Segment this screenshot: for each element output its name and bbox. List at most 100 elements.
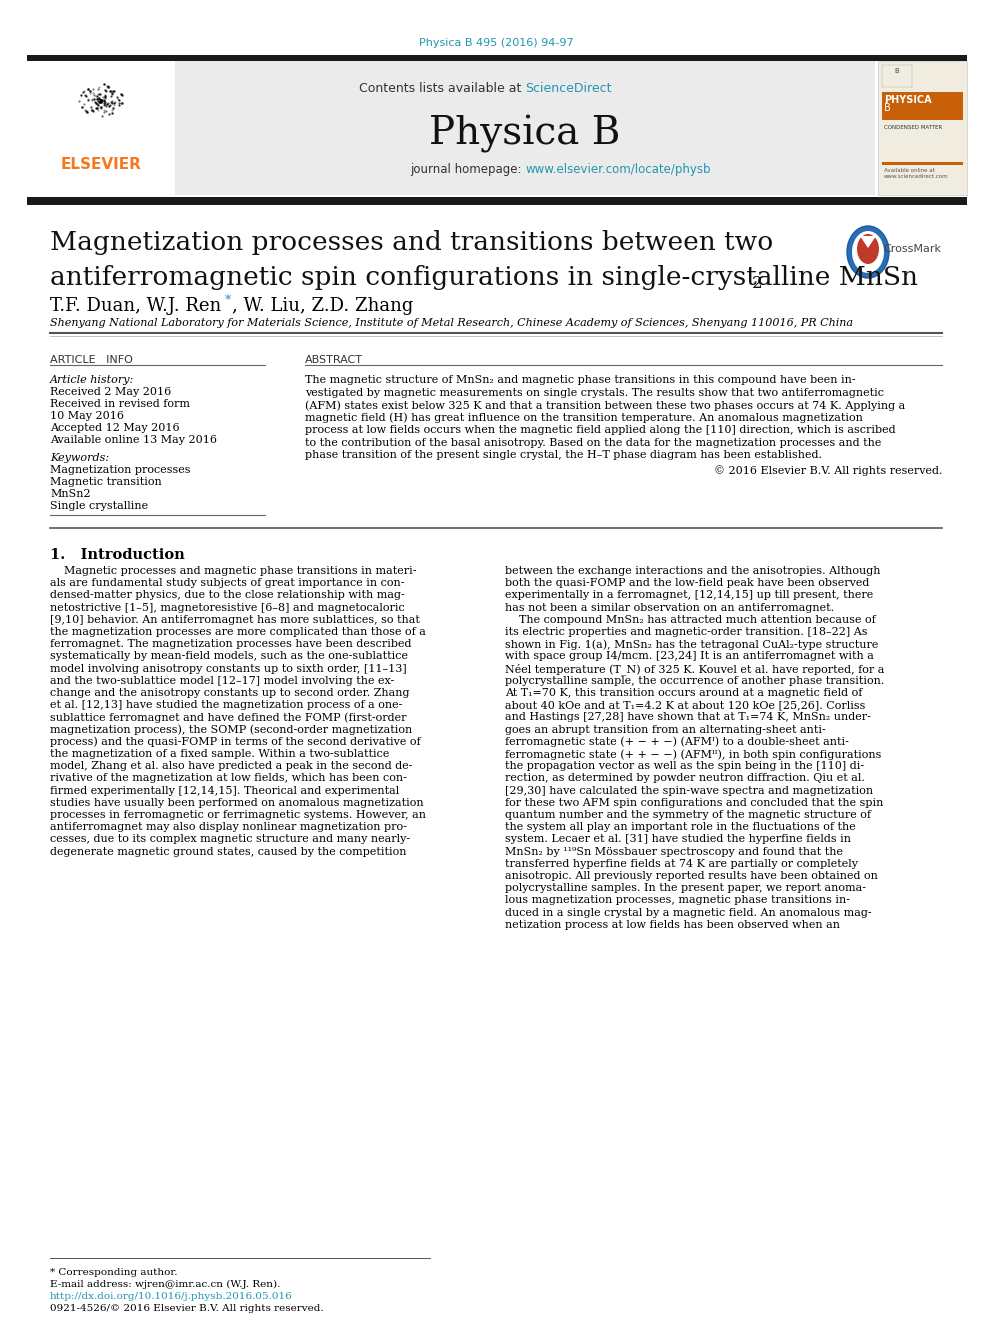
Text: [29,30] have calculated the spin-wave spectra and magnetization: [29,30] have calculated the spin-wave sp…	[505, 786, 873, 795]
Text: lous magnetization processes, magnetic phase transitions in-: lous magnetization processes, magnetic p…	[505, 896, 850, 905]
Text: PHYSICA: PHYSICA	[884, 95, 931, 105]
Bar	[27, 61, 175, 194]
Text: change and the anisotropy constants up to second order. Zhang: change and the anisotropy constants up t…	[50, 688, 410, 699]
Text: quantum number and the symmetry of the magnetic structure of: quantum number and the symmetry of the m…	[505, 810, 871, 820]
Text: 10 May 2016: 10 May 2016	[50, 411, 124, 421]
Text: has not been a similar observation on an antiferromagnet.: has not been a similar observation on an…	[505, 602, 834, 613]
Text: rection, as determined by powder neutron diffraction. Qiu et al.: rection, as determined by powder neutron…	[505, 774, 865, 783]
Text: for these two AFM spin configurations and concluded that the spin: for these two AFM spin configurations an…	[505, 798, 883, 808]
Text: ferromagnet. The magnetization processes have been described: ferromagnet. The magnetization processes…	[50, 639, 412, 650]
Text: transferred hyperfine fields at 74 K are partially or completely: transferred hyperfine fields at 74 K are…	[505, 859, 858, 869]
Text: and the two-sublattice model [12–17] model involving the ex-: and the two-sublattice model [12–17] mod…	[50, 676, 394, 685]
Bar	[27, 56, 967, 61]
Text: *: *	[225, 294, 231, 307]
Text: the magnetization of a fixed sample. Within a two-sublattice: the magnetization of a fixed sample. Wit…	[50, 749, 390, 759]
Text: system. Lecaer et al. [31] have studied the hyperfine fields in: system. Lecaer et al. [31] have studied …	[505, 835, 851, 844]
Text: The compound MnSn₂ has attracted much attention because of: The compound MnSn₂ has attracted much at…	[505, 615, 876, 624]
Text: ELSEVIER: ELSEVIER	[61, 157, 142, 172]
Text: als are fundamental study subjects of great importance in con-: als are fundamental study subjects of gr…	[50, 578, 405, 589]
Text: polycrystalline sample, the occurrence of another phase transition.: polycrystalline sample, the occurrence o…	[505, 676, 885, 685]
Text: Accepted 12 May 2016: Accepted 12 May 2016	[50, 423, 180, 433]
Text: studies have usually been performed on anomalous magnetization: studies have usually been performed on a…	[50, 798, 424, 808]
Text: process at low fields occurs when the magnetic field applied along the [110] dir: process at low fields occurs when the ma…	[305, 425, 896, 435]
Text: both the quasi-FOMP and the low-field peak have been observed: both the quasi-FOMP and the low-field pe…	[505, 578, 869, 589]
Bar	[878, 61, 967, 194]
Text: magnetic field (H) has great influence on the transition temperature. An anomalo: magnetic field (H) has great influence o…	[305, 413, 863, 423]
Text: experimentally in a ferromagnet, [12,14,15] up till present, there: experimentally in a ferromagnet, [12,14,…	[505, 590, 873, 601]
Text: www.elsevier.com/locate/physb: www.elsevier.com/locate/physb	[525, 163, 710, 176]
Text: to the contribution of the basal anisotropy. Based on the data for the magnetiza: to the contribution of the basal anisotr…	[305, 438, 881, 447]
Ellipse shape	[852, 232, 884, 273]
Text: rivative of the magnetization at low fields, which has been con-: rivative of the magnetization at low fie…	[50, 774, 407, 783]
Text: Contents lists available at: Contents lists available at	[359, 82, 525, 95]
Text: B: B	[895, 67, 900, 74]
Text: Available online at: Available online at	[884, 168, 934, 173]
Text: antiferromagnet may also display nonlinear magnetization pro-: antiferromagnet may also display nonline…	[50, 822, 407, 832]
Bar	[175, 61, 875, 194]
Text: magnetization process), the SOMP (second-order magnetization: magnetization process), the SOMP (second…	[50, 725, 413, 736]
Text: 2: 2	[752, 275, 763, 292]
Text: 1.   Introduction: 1. Introduction	[50, 548, 185, 562]
Text: Keywords:: Keywords:	[50, 452, 109, 463]
Text: Physica B 495 (2016) 94-97: Physica B 495 (2016) 94-97	[419, 38, 573, 48]
Text: goes an abrupt transition from an alternating-sheet anti-: goes an abrupt transition from an altern…	[505, 725, 825, 734]
Text: et al. [12,13] have studied the magnetization process of a one-: et al. [12,13] have studied the magnetiz…	[50, 700, 403, 710]
Text: E-mail address: wjren@imr.ac.cn (W.J. Ren).: E-mail address: wjren@imr.ac.cn (W.J. Re…	[50, 1279, 281, 1289]
Text: Magnetization processes and transitions between two: Magnetization processes and transitions …	[50, 230, 773, 255]
Text: ARTICLE   INFO: ARTICLE INFO	[50, 355, 133, 365]
Text: Magnetic transition: Magnetic transition	[50, 478, 162, 487]
Text: T.F. Duan, W.J. Ren: T.F. Duan, W.J. Ren	[50, 296, 221, 315]
Text: ferromagnetic state (+ + − −) (AFMᴵᴵ), in both spin configurations: ferromagnetic state (+ + − −) (AFMᴵᴵ), i…	[505, 749, 881, 759]
Text: about 40 kOe and at T₁=4.2 K at about 120 kOe [25,26]. Corliss: about 40 kOe and at T₁=4.2 K at about 12…	[505, 700, 865, 710]
Text: * Corresponding author.: * Corresponding author.	[50, 1267, 178, 1277]
Text: journal homepage:: journal homepage:	[410, 163, 525, 176]
Text: model, Zhang et al. also have predicted a peak in the second de-: model, Zhang et al. also have predicted …	[50, 761, 413, 771]
Text: its electric properties and magnetic-order transition. [18–22] As: its electric properties and magnetic-ord…	[505, 627, 867, 636]
Text: CrossMark: CrossMark	[883, 243, 941, 254]
Text: systematically by mean-field models, such as the one-sublattice: systematically by mean-field models, suc…	[50, 651, 408, 662]
Text: Magnetization processes: Magnetization processes	[50, 464, 190, 475]
Text: [9,10] behavior. An antiferromagnet has more sublattices, so that: [9,10] behavior. An antiferromagnet has …	[50, 615, 420, 624]
Text: (AFM) states exist below 325 K and that a transition between these two phases oc: (AFM) states exist below 325 K and that …	[305, 400, 906, 410]
Text: the magnetization processes are more complicated than those of a: the magnetization processes are more com…	[50, 627, 426, 636]
Bar	[882, 65, 912, 87]
Text: and Hastings [27,28] have shown that at T₁=74 K, MnSn₂ under-: and Hastings [27,28] have shown that at …	[505, 712, 871, 722]
Text: ScienceDirect: ScienceDirect	[525, 82, 611, 95]
Text: processes in ferromagnetic or ferrimagnetic systems. However, an: processes in ferromagnetic or ferrimagne…	[50, 810, 426, 820]
Text: polycrystalline samples. In the present paper, we report anoma-: polycrystalline samples. In the present …	[505, 884, 866, 893]
Text: 0921-4526/© 2016 Elsevier B.V. All rights reserved.: 0921-4526/© 2016 Elsevier B.V. All right…	[50, 1304, 323, 1312]
Text: B: B	[884, 103, 891, 112]
Text: process) and the quasi-FOMP in terms of the second derivative of: process) and the quasi-FOMP in terms of …	[50, 737, 421, 747]
Text: firmed experimentally [12,14,15]. Theorical and experimental: firmed experimentally [12,14,15]. Theori…	[50, 786, 399, 795]
Text: MnSn₂ by ¹¹⁹Sn Mössbauer spectroscopy and found that the: MnSn₂ by ¹¹⁹Sn Mössbauer spectroscopy an…	[505, 847, 843, 856]
Text: At T₁=70 K, this transition occurs around at a magnetic field of: At T₁=70 K, this transition occurs aroun…	[505, 688, 862, 699]
Text: vestigated by magnetic measurements on single crystals. The results show that tw: vestigated by magnetic measurements on s…	[305, 388, 884, 397]
Text: Physica B: Physica B	[430, 115, 621, 153]
Text: © 2016 Elsevier B.V. All rights reserved.: © 2016 Elsevier B.V. All rights reserved…	[713, 466, 942, 476]
Text: http://dx.doi.org/10.1016/j.physb.2016.05.016: http://dx.doi.org/10.1016/j.physb.2016.0…	[50, 1293, 293, 1301]
Text: degenerate magnetic ground states, caused by the competition: degenerate magnetic ground states, cause…	[50, 847, 407, 856]
Polygon shape	[860, 235, 876, 247]
Text: with space group I4/mcm. [23,24] It is an antiferromagnet with a: with space group I4/mcm. [23,24] It is a…	[505, 651, 874, 662]
Text: Néel temperature (T_N) of 325 K. Kouvel et al. have reported, for a: Néel temperature (T_N) of 325 K. Kouvel …	[505, 664, 885, 675]
Text: www.sciencedirect.com: www.sciencedirect.com	[884, 175, 948, 179]
Text: Magnetic processes and magnetic phase transitions in materi-: Magnetic processes and magnetic phase tr…	[50, 566, 417, 576]
Text: The magnetic structure of MnSn₂ and magnetic phase transitions in this compound : The magnetic structure of MnSn₂ and magn…	[305, 374, 856, 385]
Text: Available online 13 May 2016: Available online 13 May 2016	[50, 435, 217, 445]
Text: Shenyang National Laboratory for Materials Science, Institute of Metal Research,: Shenyang National Laboratory for Materia…	[50, 318, 853, 328]
Text: antiferromagnetic spin configurations in single-crystalline MnSn: antiferromagnetic spin configurations in…	[50, 265, 918, 290]
Text: Single crystalline: Single crystalline	[50, 501, 148, 511]
Bar	[882, 93, 963, 120]
Text: ABSTRACT: ABSTRACT	[305, 355, 363, 365]
Text: the system all play an important role in the fluctuations of the: the system all play an important role in…	[505, 822, 856, 832]
Text: phase transition of the present single crystal, the H–T phase diagram has been e: phase transition of the present single c…	[305, 450, 822, 460]
Text: Received 2 May 2016: Received 2 May 2016	[50, 388, 172, 397]
Text: netostrictive [1–5], magnetoresistive [6–8] and magnetocaloric: netostrictive [1–5], magnetoresistive [6…	[50, 602, 405, 613]
Text: cesses, due to its complex magnetic structure and many nearly-: cesses, due to its complex magnetic stru…	[50, 835, 410, 844]
Ellipse shape	[857, 234, 879, 265]
Ellipse shape	[847, 226, 889, 278]
Text: , W. Liu, Z.D. Zhang: , W. Liu, Z.D. Zhang	[232, 296, 414, 315]
Text: between the exchange interactions and the anisotropies. Although: between the exchange interactions and th…	[505, 566, 881, 576]
Text: Received in revised form: Received in revised form	[50, 400, 190, 409]
Text: densed-matter physics, due to the close relationship with mag-: densed-matter physics, due to the close …	[50, 590, 405, 601]
